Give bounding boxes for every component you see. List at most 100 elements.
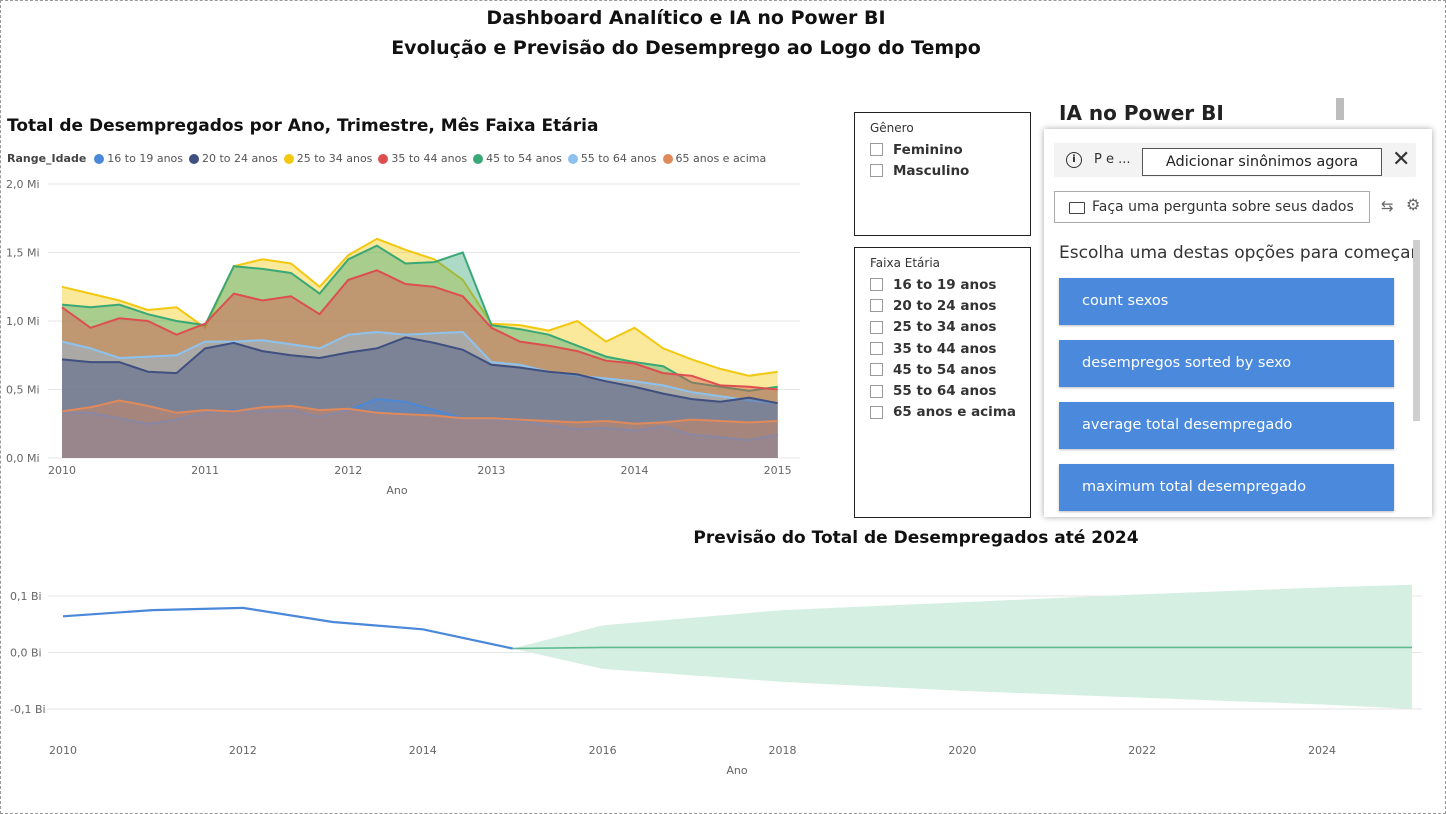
x-tick-label: 2013 bbox=[477, 464, 505, 477]
legend-items: 16 to 19 anos 20 to 24 anos 25 to 34 anos 3… bbox=[94, 152, 772, 165]
legend-marker bbox=[189, 153, 199, 164]
area-25-to-34-anos bbox=[62, 238, 778, 458]
legend-label: 55 to 64 anos bbox=[580, 152, 657, 165]
legend-item-20-to-24-anos[interactable]: 20 to 24 anos bbox=[189, 152, 278, 165]
series-line-65-anos-e-acima bbox=[61, 399, 778, 425]
area-16-to-19-anos bbox=[62, 399, 778, 458]
x-tick-label: 2018 bbox=[768, 744, 796, 757]
series-line-20-to-24-anos bbox=[61, 336, 778, 405]
suggestion-button[interactable]: count sexos bbox=[1059, 278, 1394, 325]
y-tick-label: 0,0 Mi bbox=[6, 452, 40, 465]
convert-visual-icon[interactable]: ⇆ bbox=[1381, 197, 1394, 215]
slicer-faixa-options: 16 to 19 anos 20 to 24 anos 25 to 34 anos 3… bbox=[855, 274, 1030, 423]
page-title: Dashboard Analítico e IA no Power BI bbox=[486, 7, 886, 29]
qa-truncated-text: P e ... bbox=[1094, 152, 1131, 167]
history-line bbox=[62, 606, 513, 650]
slicer-faixa-title: Faixa Etária bbox=[870, 256, 941, 270]
faixa-option-20-to-24-anos[interactable]: 20 to 24 anos bbox=[870, 295, 1030, 316]
slicer-genero-title: Gênero bbox=[870, 121, 914, 135]
area-chart[interactable]: 2,0 Mi 1,5 Mi 1,0 Mi 0,5 Mi 0,0 Mi 2010 2011 20… bbox=[0, 150, 810, 510]
checkbox[interactable] bbox=[870, 384, 883, 398]
checkbox[interactable] bbox=[870, 320, 883, 334]
genero-option-masculino[interactable]: Masculino bbox=[870, 160, 1030, 181]
legend-item-25-to-34-anos[interactable]: 25 to 34 anos bbox=[283, 152, 372, 165]
checkbox[interactable] bbox=[870, 405, 883, 419]
qa-title: IA no Power BI bbox=[1059, 101, 1224, 125]
y-tick-label: -0,1 Bi bbox=[10, 703, 46, 716]
qa-prompt: Escolha uma destas opções para começar bbox=[1059, 243, 1418, 263]
option-label: 20 to 24 anos bbox=[893, 297, 997, 314]
faixa-option-45-to-54-anos[interactable]: 45 to 54 anos bbox=[870, 359, 1030, 380]
legend-label: 45 to 54 anos bbox=[486, 152, 562, 165]
faixa-option-35-to-44-anos[interactable]: 35 to 44 anos bbox=[870, 338, 1030, 359]
slicer-genero-options: Feminino Masculino bbox=[855, 139, 1030, 182]
area-55-to-64-anos bbox=[62, 332, 778, 458]
y-tick-label: 0,0 Bi bbox=[10, 647, 42, 660]
faixa-option-65-anos-e-acima[interactable]: 65 anos e acima bbox=[870, 402, 1030, 423]
page-subtitle: Evolução e Previsão do Desemprego ao Log… bbox=[391, 37, 981, 59]
y-tick-label: 0,5 Mi bbox=[6, 384, 40, 397]
legend-item-65-anos-e-acima[interactable]: 65 anos e acima bbox=[662, 152, 767, 165]
checkbox[interactable] bbox=[870, 143, 883, 157]
option-label: 55 to 64 anos bbox=[893, 383, 997, 400]
faixa-option-16-to-19-anos[interactable]: 16 to 19 anos bbox=[870, 274, 1030, 295]
checkbox[interactable] bbox=[870, 342, 883, 356]
series-line-45-to-54-anos bbox=[61, 244, 778, 392]
y-tick-label: 1,5 Mi bbox=[6, 247, 40, 260]
area-65-anos-e-acima bbox=[62, 400, 778, 458]
legend-item-55-to-64-anos[interactable]: 55 to 64 anos bbox=[567, 152, 657, 165]
x-tick-label: 2011 bbox=[191, 464, 219, 477]
genero-option-feminino[interactable]: Feminino bbox=[870, 139, 1030, 160]
option-label: Feminino bbox=[893, 141, 963, 158]
legend-label: 20 to 24 anos bbox=[202, 152, 278, 165]
add-synonyms-button[interactable]: Adicionar sinônimos agora bbox=[1142, 148, 1382, 176]
info-icon[interactable]: i bbox=[1066, 152, 1082, 168]
suggestion-button[interactable]: maximum total desempregado bbox=[1059, 464, 1394, 511]
qa-scrollbar[interactable] bbox=[1413, 240, 1420, 421]
legend-item-35-to-44-anos[interactable]: 35 to 44 anos bbox=[378, 152, 467, 165]
x-tick-label: 2016 bbox=[589, 744, 617, 757]
option-label: 45 to 54 anos bbox=[893, 361, 997, 378]
faixa-option-25-to-34-anos[interactable]: 25 to 34 anos bbox=[870, 317, 1030, 338]
close-icon[interactable]: ✕ bbox=[1392, 147, 1411, 172]
area-chart-legend: Range_Idade 16 to 19 anos 20 to 24 anos 25… bbox=[7, 152, 772, 165]
x-axis-label: Ano bbox=[726, 764, 747, 777]
checkbox[interactable] bbox=[870, 278, 883, 292]
forecast-chart-title: Previsão do Total de Desempregados até 2… bbox=[693, 528, 1139, 548]
option-label: 16 to 19 anos bbox=[893, 276, 997, 293]
forecast-chart[interactable]: 0,1 Bi 0,0 Bi -0,1 Bi 2010 2012 2014 2016 2018 2… bbox=[0, 570, 1430, 810]
series-line-25-to-34-anos bbox=[61, 237, 778, 377]
chat-icon bbox=[1069, 202, 1085, 214]
x-tick-label: 2022 bbox=[1128, 744, 1156, 757]
checkbox[interactable] bbox=[870, 299, 883, 313]
legend-label: 65 anos e acima bbox=[675, 152, 767, 165]
legend-item-16-to-19-anos[interactable]: 16 to 19 anos bbox=[94, 152, 183, 165]
legend-title: Range_Idade bbox=[7, 152, 87, 165]
suggestion-button[interactable]: desempregos sorted by sexo bbox=[1059, 340, 1394, 387]
area-chart-title: Total de Desempregados por Ano, Trimestr… bbox=[7, 116, 599, 136]
legend-marker bbox=[567, 153, 578, 164]
checkbox[interactable] bbox=[870, 363, 883, 377]
qa-visual-scrollbar[interactable] bbox=[1336, 98, 1344, 120]
y-tick-label: 1,0 Mi bbox=[6, 315, 40, 328]
qa-question-input[interactable]: Faça uma pergunta sobre seus dados bbox=[1054, 191, 1370, 223]
series-line-35-to-44-anos bbox=[61, 269, 778, 391]
gear-icon[interactable]: ⚙ bbox=[1406, 195, 1421, 214]
x-tick-label: 2015 bbox=[764, 464, 792, 477]
y-tick-label: 2,0 Mi bbox=[6, 178, 40, 191]
suggestion-button[interactable]: average total desempregado bbox=[1059, 402, 1394, 449]
series-line-16-to-19-anos bbox=[62, 398, 778, 442]
legend-item-45-to-54-anos[interactable]: 45 to 54 anos bbox=[473, 152, 562, 165]
checkbox[interactable] bbox=[870, 164, 883, 178]
x-tick-label: 2020 bbox=[948, 744, 976, 757]
x-tick-label: 2014 bbox=[621, 464, 649, 477]
legend-label: 16 to 19 anos bbox=[107, 152, 183, 165]
legend-marker bbox=[94, 153, 105, 164]
option-label: 35 to 44 anos bbox=[893, 340, 997, 357]
faixa-option-55-to-64-anos[interactable]: 55 to 64 anos bbox=[870, 380, 1030, 401]
y-tick-label: 0,1 Bi bbox=[10, 590, 42, 603]
legend-marker bbox=[473, 153, 484, 164]
legend-marker bbox=[662, 153, 673, 164]
legend-label: 35 to 44 anos bbox=[391, 152, 468, 165]
x-tick-label: 2012 bbox=[334, 464, 362, 477]
